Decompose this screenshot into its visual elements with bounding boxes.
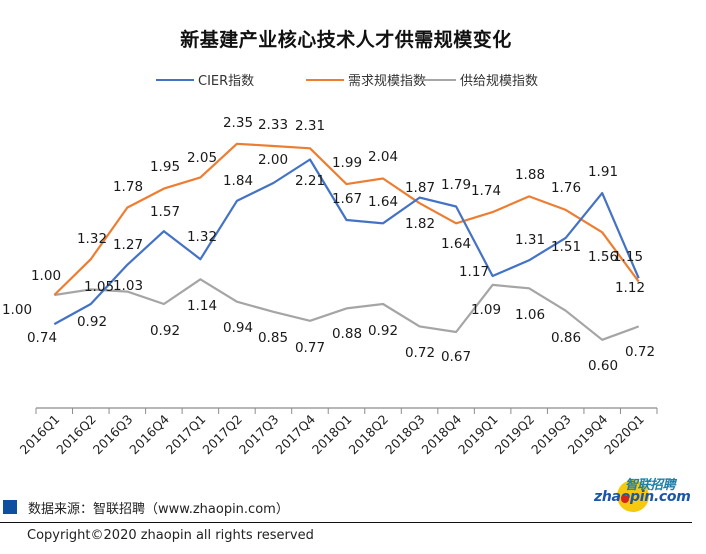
data-label-demand: 1.88 bbox=[515, 167, 545, 183]
data-label-supply: 1.03 bbox=[113, 278, 143, 294]
data-label-cier: 1.67 bbox=[332, 191, 362, 207]
x-tick-label: 2020Q1 bbox=[601, 412, 647, 458]
series-lines bbox=[53, 142, 640, 341]
legend-swatch-demand bbox=[306, 78, 344, 81]
data-label-demand: 1.76 bbox=[551, 180, 581, 196]
x-tick-label: 2019Q3 bbox=[528, 412, 574, 458]
x-tick-label: 2018Q4 bbox=[419, 411, 465, 457]
data-label-supply: 0.88 bbox=[332, 326, 362, 342]
data-label-supply: 0.67 bbox=[441, 349, 471, 365]
data-label-cier: 0.92 bbox=[77, 314, 107, 330]
x-tick-label: 2018Q1 bbox=[309, 412, 355, 458]
line-chart: 0.74 0.92 1.27 1.57 1.32 1.84 2.00 2.21 1.67 1.64… bbox=[2, 115, 658, 457]
footer-divider bbox=[0, 522, 692, 523]
data-label-cier: 1.87 bbox=[405, 180, 435, 196]
legend-item-supply: 供给规模指数 bbox=[418, 70, 538, 89]
x-tick-label: 2017Q2 bbox=[199, 412, 245, 458]
chart-legend: CIER指数 需求规模指数 供给规模指数 bbox=[0, 70, 706, 90]
x-tick-label: 2018Q3 bbox=[382, 412, 428, 458]
data-label-supply: 1.05 bbox=[84, 279, 114, 295]
legend-item-cier: CIER指数 bbox=[156, 70, 254, 89]
x-tick-label: 2016Q3 bbox=[90, 412, 136, 458]
x-tick-label: 2017Q3 bbox=[236, 412, 282, 458]
data-labels: 0.74 0.92 1.27 1.57 1.32 1.84 2.00 2.21 1.67 1.64… bbox=[2, 115, 655, 374]
data-label-demand: 2.33 bbox=[258, 117, 288, 133]
logo-text-cn: 智联招聘 bbox=[625, 478, 676, 493]
x-tick-label: 2019Q1 bbox=[455, 412, 501, 458]
logo-dot-icon bbox=[621, 495, 629, 503]
x-tick-label: 2016Q2 bbox=[53, 412, 99, 458]
data-label-demand: 1.78 bbox=[113, 179, 143, 195]
data-label-cier: 1.84 bbox=[223, 173, 253, 189]
series-line-cier bbox=[53, 158, 640, 326]
data-label-supply: 0.92 bbox=[368, 323, 398, 339]
data-label-supply: 0.72 bbox=[405, 345, 435, 361]
data-label-supply: 1.00 bbox=[2, 302, 32, 318]
data-label-supply: 0.77 bbox=[295, 340, 325, 356]
data-label-supply: 1.09 bbox=[471, 302, 501, 318]
data-label-cier: 1.64 bbox=[368, 194, 398, 210]
x-tick-label: 2017Q1 bbox=[163, 412, 209, 458]
legend-label-demand: 需求规模指数 bbox=[348, 74, 427, 89]
data-label-cier: 1.17 bbox=[459, 264, 489, 280]
x-tick-label: 2019Q2 bbox=[492, 412, 538, 458]
data-label-cier: 2.21 bbox=[295, 173, 325, 189]
data-label-supply: 1.14 bbox=[187, 298, 217, 314]
legend-swatch-supply bbox=[418, 78, 456, 81]
data-label-supply: 0.72 bbox=[625, 344, 655, 360]
copyright: Copyright©2020 zhaopin all rights reserv… bbox=[27, 528, 314, 543]
data-label-demand: 1.74 bbox=[471, 183, 501, 199]
data-label-cier: 1.57 bbox=[150, 204, 180, 220]
legend-item-demand: 需求规模指数 bbox=[306, 70, 426, 89]
data-label-cier: 1.15 bbox=[613, 249, 643, 265]
data-label-demand: 1.56 bbox=[588, 249, 618, 265]
data-label-demand: 1.12 bbox=[615, 280, 645, 296]
data-label-demand: 1.64 bbox=[441, 236, 471, 252]
data-label-demand: 1.00 bbox=[31, 268, 61, 284]
zhaopin-logo: 智联招聘 zhaopin.com bbox=[591, 472, 691, 516]
data-label-cier: 1.79 bbox=[441, 177, 471, 193]
data-label-demand: 2.31 bbox=[295, 118, 325, 134]
x-tick-label: 2018Q2 bbox=[345, 412, 391, 458]
data-label-cier: 1.31 bbox=[515, 232, 545, 248]
data-label-demand: 2.05 bbox=[187, 150, 217, 166]
data-label-supply: 1.06 bbox=[515, 307, 545, 323]
legend-swatch-cier bbox=[156, 78, 194, 81]
data-label-cier: 1.51 bbox=[551, 239, 581, 255]
series-line-demand bbox=[53, 142, 640, 296]
data-label-cier: 0.74 bbox=[27, 330, 57, 346]
data-label-supply: 0.92 bbox=[150, 323, 180, 339]
data-label-cier: 2.00 bbox=[258, 152, 288, 168]
logo-text-en: zhaopin.com bbox=[594, 489, 691, 505]
x-tick-label: 2019Q4 bbox=[565, 411, 611, 457]
data-label-demand: 2.04 bbox=[368, 149, 398, 165]
x-tick-label: 2017Q4 bbox=[272, 411, 318, 457]
data-label-supply: 0.60 bbox=[588, 358, 618, 374]
legend-label-cier: CIER指数 bbox=[198, 74, 255, 89]
legend-label-supply: 供给规模指数 bbox=[460, 74, 539, 89]
x-tick-labels: 2016Q12016Q22016Q32016Q42017Q12017Q22017… bbox=[17, 411, 647, 457]
data-label-supply: 0.86 bbox=[551, 330, 581, 346]
data-source: 数据来源：智联招聘（www.zhaopin.com） bbox=[28, 502, 289, 517]
source-marker-icon bbox=[3, 500, 17, 514]
data-label-cier: 1.32 bbox=[187, 229, 217, 245]
chart-title: 新基建产业核心技术人才供需规模变化 bbox=[180, 29, 512, 51]
x-tick-label: 2016Q1 bbox=[17, 412, 63, 458]
data-label-demand: 2.35 bbox=[223, 115, 253, 131]
data-label-demand: 1.99 bbox=[332, 155, 362, 171]
data-label-supply: 0.94 bbox=[223, 320, 253, 336]
data-label-demand: 1.82 bbox=[405, 216, 435, 232]
data-label-demand: 1.32 bbox=[77, 231, 107, 247]
series-line-supply bbox=[54, 278, 640, 341]
x-tick-label: 2016Q4 bbox=[126, 411, 172, 457]
x-axis bbox=[35, 407, 658, 414]
data-label-demand: 1.95 bbox=[150, 159, 180, 175]
data-label-cier: 1.27 bbox=[113, 237, 143, 253]
data-label-cier: 1.91 bbox=[588, 164, 618, 180]
data-label-supply: 0.85 bbox=[258, 330, 288, 346]
